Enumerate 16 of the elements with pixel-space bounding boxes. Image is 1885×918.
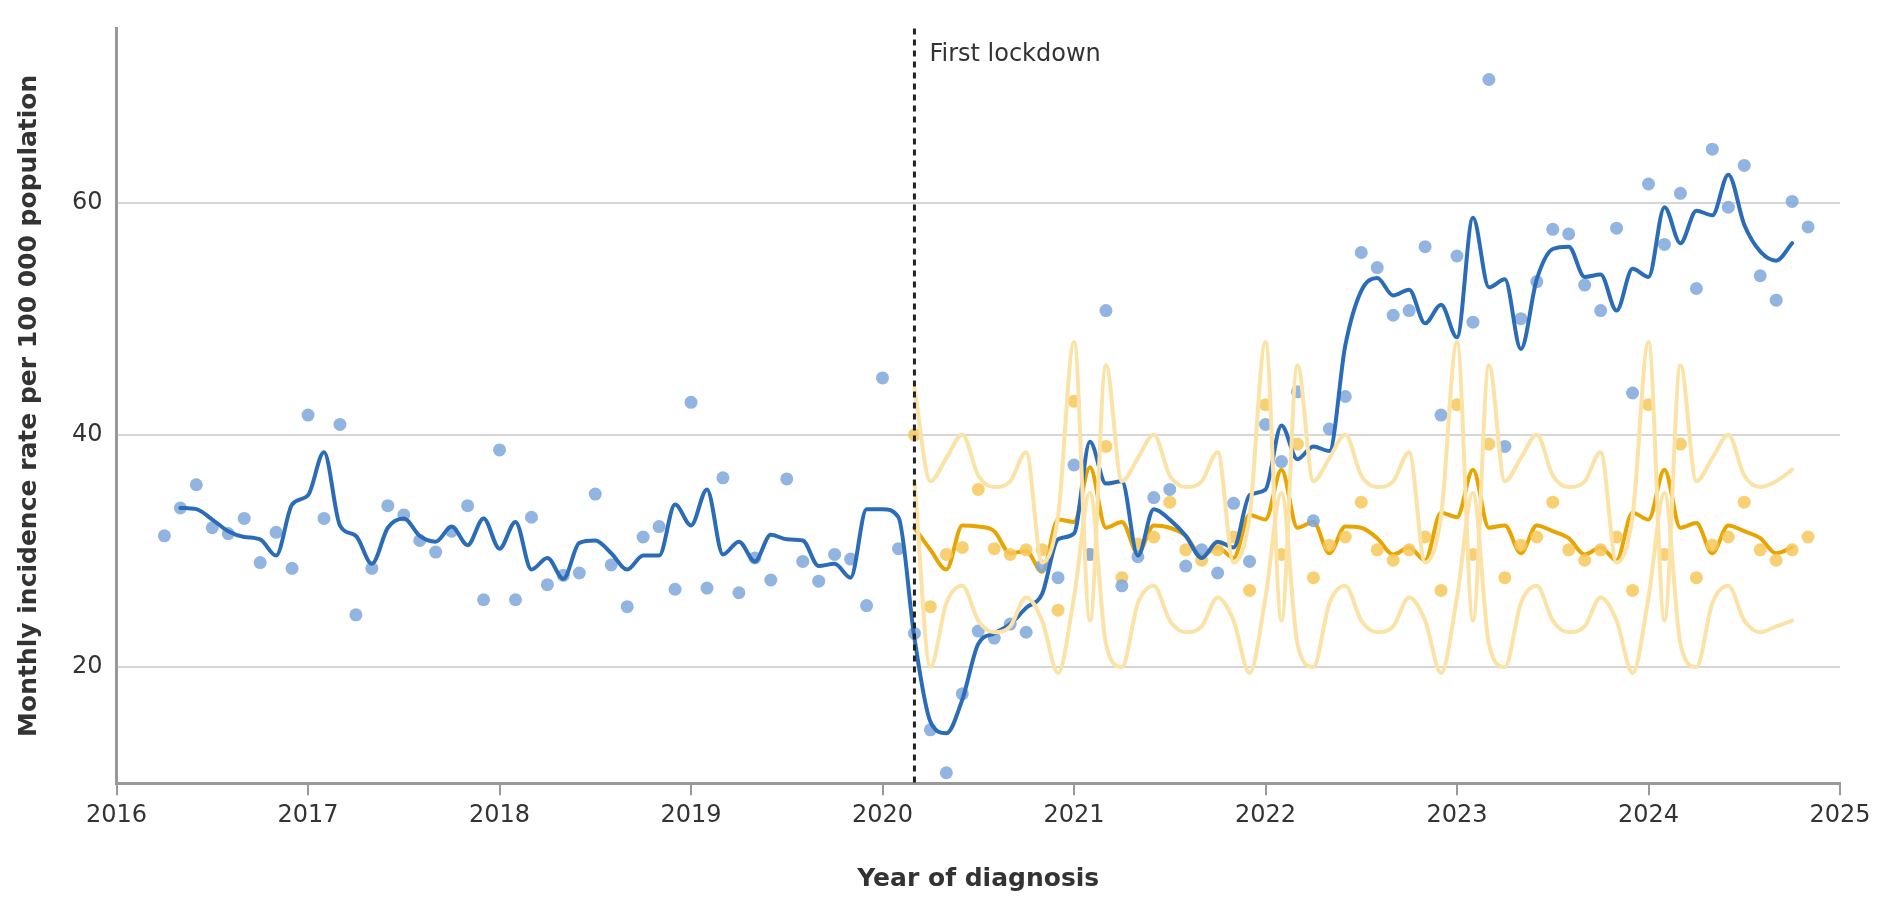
x-axis-title: Year of diagnosis xyxy=(856,862,1100,892)
x-tick-label: 2023 xyxy=(1426,799,1488,828)
y-tick-label: 40 xyxy=(71,419,103,448)
x-tick-label: 2021 xyxy=(1043,799,1105,828)
x-tick-label: 2017 xyxy=(277,799,339,828)
x-tick-label: 2025 xyxy=(1809,799,1871,828)
y-tick-label: 60 xyxy=(71,186,103,215)
x-tick-label: 2024 xyxy=(1617,799,1680,828)
x-tick-label: 2019 xyxy=(660,799,722,828)
y-axis-title: Monthly incidence rate per 100 000 population xyxy=(12,74,42,737)
x-tick-label: 2018 xyxy=(468,799,531,828)
x-tick-label: 2016 xyxy=(86,799,148,828)
x-tick-label: 2020 xyxy=(851,799,914,828)
ref-line-label: First lockdown xyxy=(929,38,1101,67)
x-tick-label: 2022 xyxy=(1234,799,1297,828)
y-tick-label: 20 xyxy=(71,651,103,680)
